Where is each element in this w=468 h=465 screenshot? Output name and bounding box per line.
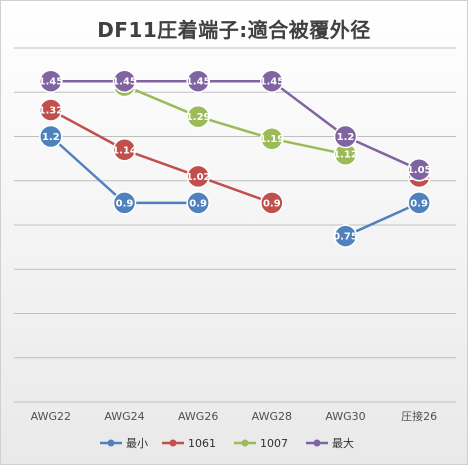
legend-label: 最大 — [332, 436, 354, 450]
chart-title: DF11圧着端子:適合被覆外径 — [97, 18, 371, 42]
data-label: 1.45 — [112, 77, 137, 88]
data-point — [186, 104, 210, 129]
data-label: 0.9 — [263, 198, 281, 209]
data-label: 1.2 — [42, 132, 60, 143]
series-line-segment — [344, 201, 420, 238]
data-label: 1.32 — [38, 105, 63, 116]
gridlines — [14, 47, 456, 403]
legend: 最小 1061 1007 最大 — [100, 436, 354, 450]
data-point — [333, 224, 358, 248]
legend-marker — [107, 439, 115, 447]
legend-label: 最小 — [126, 437, 148, 450]
data-label: 1.05 — [407, 165, 432, 176]
legend-marker — [313, 439, 321, 447]
data-label: 1.2 — [337, 132, 355, 143]
series-1: 1.2 0.9 0.9 0.75 0.9 — [39, 124, 431, 248]
data-point — [407, 157, 431, 182]
x-tick-label: AWG26 — [178, 410, 218, 423]
series-line-segment — [271, 137, 346, 156]
data-label: 0.75 — [333, 232, 358, 243]
data-point — [112, 138, 137, 162]
x-tick-label: AWG28 — [252, 410, 292, 423]
series-line-segment — [344, 135, 420, 171]
data-label: 1.45 — [38, 77, 63, 88]
legend-marker — [169, 439, 177, 447]
legend-label: 1061 — [188, 437, 216, 450]
data-point — [112, 69, 137, 93]
x-tick-label: AWG24 — [104, 410, 144, 423]
legend-item: 最大 — [306, 436, 354, 450]
data-point — [39, 69, 63, 93]
series-4: 1.45 1.45 1.45 1.45 1.2 1.05 — [38, 69, 432, 182]
data-label: 1.02 — [186, 172, 211, 183]
legend-marker — [241, 439, 249, 447]
series-line-segment — [124, 84, 199, 118]
data-point — [260, 126, 284, 151]
legend-item: 1061 — [162, 437, 216, 450]
series-line-segment — [49, 135, 126, 204]
series-line-segment — [124, 148, 199, 178]
data-label: 1.19 — [259, 134, 284, 145]
data-label: 0.9 — [116, 198, 134, 209]
legend-item: 1007 — [234, 437, 288, 450]
series-line-segment — [271, 80, 347, 138]
data-label: 1.12 — [333, 150, 358, 161]
series-layer: 1.20.90.90.750.91.321.141.020.91.021.431… — [38, 69, 432, 248]
data-label: 0.9 — [410, 198, 428, 209]
series-line-segment — [197, 115, 273, 140]
data-label: 1.45 — [259, 77, 284, 88]
x-tick-label: 圧接26 — [401, 410, 437, 423]
x-tick-label: AWG22 — [31, 410, 71, 423]
data-point — [186, 164, 210, 189]
data-label: 1.29 — [186, 112, 211, 123]
legend-label: 1007 — [260, 437, 288, 450]
data-point — [260, 191, 284, 215]
data-point — [39, 98, 63, 122]
data-point — [39, 124, 63, 149]
series-2: 1.321.141.020.91.02 — [38, 98, 432, 215]
legend-item: 最小 — [100, 437, 148, 450]
data-point — [407, 191, 431, 215]
series-3: 1.431.291.191.12 — [112, 73, 358, 166]
data-label: 0.9 — [189, 198, 207, 209]
series-line-segment — [50, 108, 126, 151]
data-label: 1.45 — [186, 77, 211, 88]
series-line-segment — [197, 175, 273, 205]
data-point — [333, 124, 358, 149]
data-label: 1.14 — [112, 145, 137, 156]
data-point — [112, 191, 137, 215]
data-point — [260, 69, 284, 93]
x-axis-ticks: AWG22 AWG24 AWG26 AWG28 AWG30 圧接26 — [31, 410, 437, 423]
data-point — [186, 69, 210, 93]
data-point — [186, 191, 210, 215]
x-tick-label: AWG30 — [325, 410, 365, 423]
